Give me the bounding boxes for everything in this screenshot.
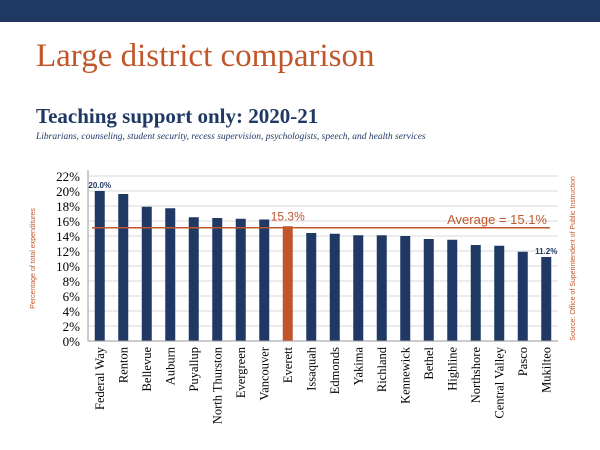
source-note: Source: Office of Superintendent of Publ… (570, 176, 577, 341)
y-tick-label: 22% (56, 169, 80, 184)
bar (470, 245, 481, 341)
x-tick-label: Mukilteo (539, 347, 553, 393)
y-tick-label: 14% (56, 229, 80, 244)
header-bar (0, 0, 600, 22)
axes (87, 170, 558, 342)
bars (92, 191, 552, 341)
bar (94, 191, 105, 341)
bar (235, 218, 246, 341)
bar (259, 219, 270, 341)
y-tick-label: 6% (63, 289, 81, 304)
labels: 0%2%4%6%8%10%12%14%16%18%20%22% Federal W… (30, 169, 577, 424)
x-tick-label: Yakima (351, 347, 365, 386)
y-tick-label: 4% (63, 304, 81, 319)
x-tick-label: Auburn (163, 346, 177, 385)
bar (541, 257, 552, 341)
bar (188, 217, 199, 341)
bar (165, 208, 176, 341)
bar (423, 239, 434, 341)
x-tick-label: Central Valley (492, 346, 506, 418)
gridlines (88, 175, 558, 342)
bar (447, 239, 458, 341)
x-tick-label: Richland (375, 346, 389, 392)
bar (329, 233, 340, 341)
average-label: Average = 15.1% (447, 212, 547, 227)
y-axis-title: Percentage of total expenditures (30, 208, 37, 309)
y-tick-label: 18% (56, 199, 80, 214)
x-tick-label: Pasco (516, 347, 530, 376)
x-tick-label: Vancouver (257, 346, 271, 400)
x-tick-label: Puyallup (187, 347, 201, 391)
bar (376, 235, 387, 341)
chart-title: Teaching support only: 2020-21 (36, 104, 319, 128)
x-tick-label: Bethel (422, 346, 436, 379)
x-tick-label: Renton (116, 346, 130, 383)
y-tick-label: 20% (56, 184, 80, 199)
bar (141, 206, 152, 341)
y-tick-label: 10% (56, 259, 80, 274)
bar (517, 251, 528, 341)
data-label: 15.3% (271, 209, 305, 223)
x-tick-label: Highline (445, 347, 459, 391)
bar (494, 245, 505, 341)
x-tick-label: Kennewick (398, 346, 412, 404)
y-tick-label: 12% (56, 244, 80, 259)
bar (118, 194, 129, 341)
x-tick-label: Issaquah (304, 346, 318, 390)
chart-subtitle: Librarians, counseling, student security… (36, 132, 426, 142)
bar (282, 226, 293, 341)
data-label: 20.0% (88, 181, 111, 190)
x-tick-label: Edmonds (328, 347, 342, 394)
x-tick-label: Federal Way (93, 346, 107, 410)
x-tick-label: Everett (281, 346, 295, 383)
bar (306, 233, 317, 341)
x-tick-label: Bellevue (140, 347, 154, 392)
bar (353, 235, 364, 341)
data-label: 11.2% (535, 247, 557, 256)
y-tick-label: 0% (63, 334, 81, 349)
bar (212, 218, 223, 341)
x-tick-label: Evergreen (234, 346, 248, 398)
x-tick-label: North Thurston (210, 346, 224, 424)
bar (400, 236, 411, 341)
y-tick-label: 8% (63, 274, 81, 289)
x-tick-label: Northshore (469, 347, 483, 404)
y-tick-label: 2% (63, 319, 81, 334)
slide-title: Large district comparison (36, 38, 375, 74)
y-tick-label: 16% (56, 214, 80, 229)
